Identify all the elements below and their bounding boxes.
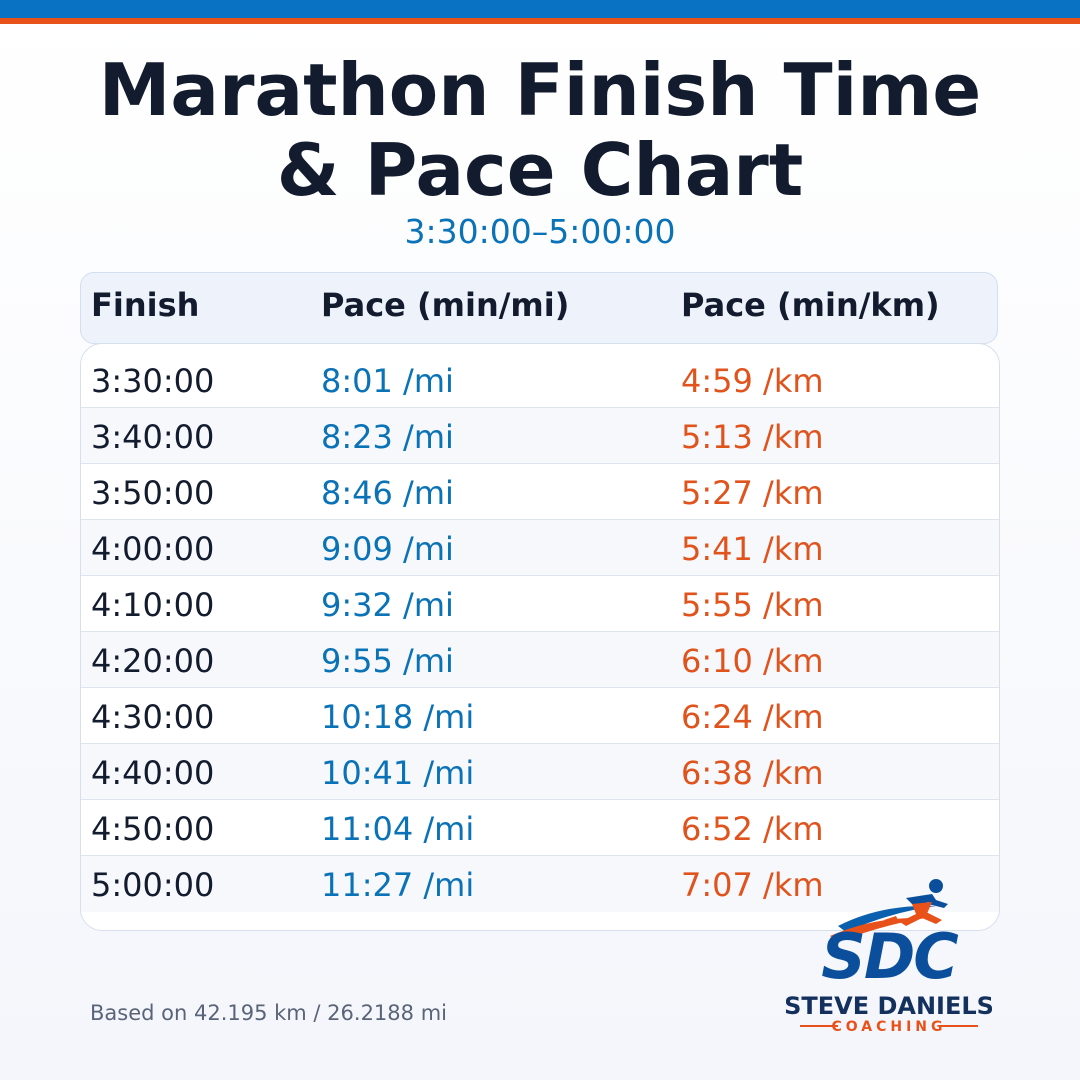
pace-per-km: 7:07 /km (681, 866, 824, 904)
pace-per-km: 6:24 /km (681, 698, 824, 736)
logo-name: STEVE DANIELS (786, 992, 992, 1020)
table-row: 4:20:00 9:55 /mi 6:10 /km (81, 632, 999, 688)
finish-time: 5:00:00 (91, 866, 215, 904)
pace-per-km: 5:55 /km (681, 586, 824, 624)
pace-per-km: 5:41 /km (681, 530, 824, 568)
table-row: 4:10:00 9:32 /mi 5:55 /km (81, 576, 999, 632)
pace-per-km: 5:13 /km (681, 418, 824, 456)
sdc-logo: SDC STEVE DANIELS COACHING (784, 876, 994, 1042)
pace-per-mile: 8:01 /mi (321, 362, 454, 400)
pace-table: 3:30:00 8:01 /mi 4:59 /km 3:40:00 8:23 /… (80, 343, 1000, 931)
pace-per-mile: 8:46 /mi (321, 474, 454, 512)
pace-per-km: 5:27 /km (681, 474, 824, 512)
table-row: 4:00:00 9:09 /mi 5:41 /km (81, 520, 999, 576)
pace-per-mile: 9:09 /mi (321, 530, 454, 568)
header-pace-mi: Pace (min/mi) (321, 286, 570, 324)
table-row: 4:50:00 11:04 /mi 6:52 /km (81, 800, 999, 856)
finish-time: 4:00:00 (91, 530, 215, 568)
pace-per-km: 6:52 /km (681, 810, 824, 848)
pace-per-mile: 9:55 /mi (321, 642, 454, 680)
finish-time: 3:30:00 (91, 362, 215, 400)
finish-time: 4:10:00 (91, 586, 215, 624)
page-title-line-1: Marathon Finish Time (98, 48, 982, 132)
time-range-subtitle: 3:30:00–5:00:00 (404, 212, 676, 251)
header-pace-km: Pace (min/km) (681, 286, 940, 324)
runner-icon (830, 879, 948, 942)
page-title: Marathon Finish Time & Pace Chart (0, 50, 1080, 210)
finish-time: 3:50:00 (91, 474, 215, 512)
finish-time: 3:40:00 (91, 418, 215, 456)
page-title-line-2: & Pace Chart (276, 128, 804, 212)
pace-per-km: 6:10 /km (681, 642, 824, 680)
top-color-bar (0, 0, 1080, 18)
table-row: 3:50:00 8:46 /mi 5:27 /km (81, 464, 999, 520)
logo-tagline: COACHING (831, 1019, 946, 1035)
finish-time: 4:30:00 (91, 698, 215, 736)
top-accent-stripe (0, 18, 1080, 24)
finish-time: 4:50:00 (91, 810, 215, 848)
table-row: 3:30:00 8:01 /mi 4:59 /km (81, 352, 999, 408)
table-row: 3:40:00 8:23 /mi 5:13 /km (81, 408, 999, 464)
pace-per-mile: 11:27 /mi (321, 866, 475, 904)
finish-time: 4:20:00 (91, 642, 215, 680)
finish-time: 4:40:00 (91, 754, 215, 792)
distance-footnote: Based on 42.195 km / 26.2188 mi (90, 1001, 447, 1025)
pace-per-km: 4:59 /km (681, 362, 824, 400)
pace-per-mile: 10:18 /mi (321, 698, 475, 736)
table-row: 5:00:00 11:27 /mi 7:07 /km (81, 856, 999, 912)
table-header: Finish Pace (min/mi) Pace (min/km) (80, 272, 998, 344)
logo-letters: SDC (821, 920, 958, 993)
header-finish: Finish (91, 286, 200, 324)
pace-per-mile: 9:32 /mi (321, 586, 454, 624)
pace-per-mile: 8:23 /mi (321, 418, 454, 456)
table-row: 4:30:00 10:18 /mi 6:24 /km (81, 688, 999, 744)
pace-per-mile: 11:04 /mi (321, 810, 475, 848)
pace-per-km: 6:38 /km (681, 754, 824, 792)
pace-per-mile: 10:41 /mi (321, 754, 475, 792)
table-row: 4:40:00 10:41 /mi 6:38 /km (81, 744, 999, 800)
